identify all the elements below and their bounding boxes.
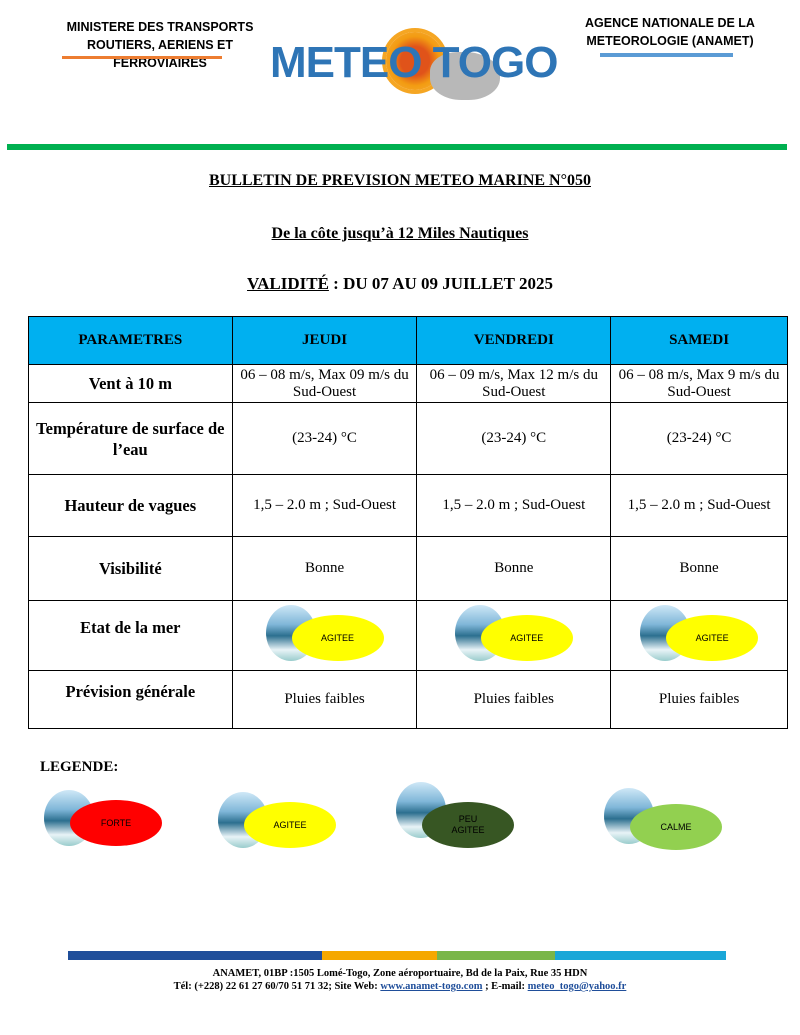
agency-underline: [600, 53, 733, 57]
cell: 06 – 09 m/s, Max 12 m/s du Sud-Ouest: [416, 364, 612, 403]
cell: (23-24) °C: [610, 402, 788, 475]
website-link[interactable]: www.anamet-togo.com: [380, 981, 483, 992]
cell: 1,5 – 2.0 m ; Sud-Ouest: [610, 474, 788, 537]
legend-calme: CALME: [604, 786, 722, 850]
cell: 1,5 – 2.0 m ; Sud-Ouest: [231, 474, 418, 537]
sea-state-label: AGITEE: [480, 615, 573, 661]
footer-color-bar: [68, 951, 726, 960]
agency-line-1: AGENCE NATIONALE DE LA: [585, 16, 755, 30]
header-samedi: SAMEDI: [610, 316, 788, 365]
legend-label: AGITEE: [451, 825, 485, 835]
email-label: ; E-mail:: [482, 981, 528, 992]
table-row: Vent à 10 m 06 – 08 m/s, Max 09 m/s du S…: [28, 364, 788, 403]
param-label: Etat de la mer: [28, 600, 233, 671]
legend-label: CALME: [630, 804, 722, 850]
ministry-line-1: MINISTERE DES TRANSPORTS: [66, 20, 254, 34]
param-label: Température de surface de l’eau: [28, 402, 233, 475]
sea-state-icon: AGITEE: [265, 603, 384, 663]
table-row: Hauteur de vagues 1,5 – 2.0 m ; Sud-Oues…: [28, 474, 788, 537]
sea-state-icon: AGITEE: [640, 603, 759, 663]
header-divider: [7, 144, 787, 150]
legend-peu-agitee: PEU AGITEE: [396, 780, 514, 848]
cell: (23-24) °C: [416, 402, 612, 475]
cell: Pluies faibles: [231, 670, 418, 729]
footer-tel: Tél: (+228) 22 61 27 60/70 51 71 32; Sit…: [173, 981, 381, 992]
param-label: Hauteur de vagues: [28, 474, 233, 537]
header-vendredi: VENDREDI: [416, 316, 612, 365]
legend-label: FORTE: [70, 800, 162, 846]
legend-forte: FORTE: [44, 788, 162, 848]
agency-name: AGENCE NATIONALE DE LA METEOROLOGIE (ANA…: [560, 14, 780, 50]
footer-contact: Tél: (+228) 22 61 27 60/70 51 71 32; Sit…: [0, 980, 800, 994]
table-row: Prévision générale Pluies faibles Pluies…: [28, 670, 788, 729]
legend-label: PEU: [458, 814, 478, 824]
legend-agitee: AGITEE: [218, 790, 336, 850]
header-parametres: PARAMETRES: [28, 316, 233, 365]
legend-title: LEGENDE:: [40, 759, 119, 775]
validity-label: VALIDITÉ: [247, 274, 329, 293]
cell: Bonne: [231, 536, 418, 601]
cell: 06 – 08 m/s, Max 09 m/s du Sud-Ouest: [231, 364, 418, 403]
param-label: Visibilité: [28, 536, 233, 601]
cell: (23-24) °C: [231, 402, 418, 475]
sea-state-cell: AGITEE: [416, 600, 612, 671]
header-jeudi: JEUDI: [231, 316, 418, 365]
forecast-table: PARAMETRES JEUDI VENDREDI SAMEDI Vent à …: [28, 316, 788, 729]
meteo-togo-logo: METEO TOGO: [270, 30, 570, 110]
sea-state-cell: AGITEE: [231, 600, 418, 671]
bulletin-subtitle: De la côte jusqu’à 12 Miles Nautiques: [271, 225, 529, 242]
cloud-icon: [430, 52, 500, 100]
cell: Pluies faibles: [416, 670, 612, 729]
footer-address: ANAMET, 01BP :1505 Lomé-Togo, Zone aérop…: [212, 968, 588, 979]
ministry-underline: [62, 56, 222, 59]
agency-line-2: METEOROLOGIE (ANAMET): [586, 34, 754, 48]
cell: Pluies faibles: [610, 670, 788, 729]
ministry-name: MINISTERE DES TRANSPORTS ROUTIERS, AERIE…: [40, 18, 280, 72]
validity-value: : DU 07 AU 09 JUILLET 2025: [328, 274, 553, 293]
sea-state-cell: AGITEE: [610, 600, 788, 671]
logo-text: METEO TOGO: [270, 38, 558, 87]
ministry-line-2: ROUTIERS, AERIENS ET FERROVIAIRES: [86, 38, 234, 70]
cell: Bonne: [610, 536, 788, 601]
sea-state-label: AGITEE: [666, 615, 759, 661]
bulletin-title: BULLETIN DE PREVISION METEO MARINE N°050: [208, 172, 591, 189]
table-row: Température de surface de l’eau (23-24) …: [28, 402, 788, 475]
cell: Bonne: [416, 536, 612, 601]
param-label: Vent à 10 m: [28, 364, 233, 403]
cell: 1,5 – 2.0 m ; Sud-Ouest: [416, 474, 612, 537]
table-row: Visibilité Bonne Bonne Bonne: [28, 536, 788, 601]
legend-label: AGITEE: [244, 802, 336, 848]
validity: VALIDITÉ : DU 07 AU 09 JUILLET 2025: [0, 274, 800, 294]
email-link[interactable]: meteo_togo@yahoo.fr: [527, 981, 627, 992]
sea-state-icon: AGITEE: [454, 603, 573, 663]
table-header-row: PARAMETRES JEUDI VENDREDI SAMEDI: [28, 316, 788, 365]
param-label: Prévision générale: [28, 670, 233, 729]
sea-state-label: AGITEE: [291, 615, 384, 661]
table-row: Etat de la mer AGITEE AGITEE AGITEE: [28, 600, 788, 671]
cell: 06 – 08 m/s, Max 9 m/s du Sud-Ouest: [610, 364, 788, 403]
